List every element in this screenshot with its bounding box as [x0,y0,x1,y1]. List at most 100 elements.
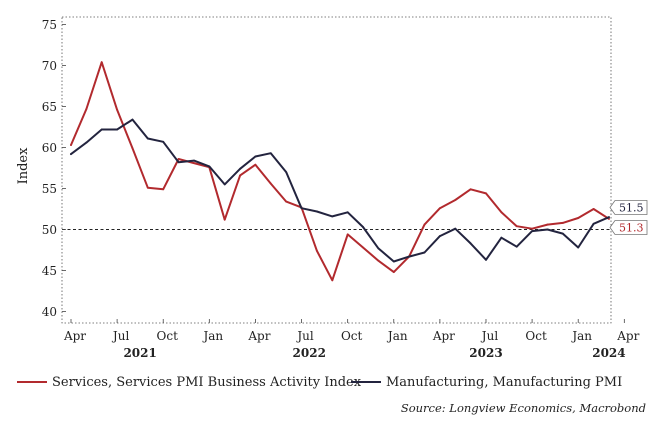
series-point [500,236,503,239]
series-point [392,260,395,263]
series-point [285,200,288,203]
series-point [131,147,134,150]
series-point [193,162,195,164]
x-tick-label: Jan [570,329,592,343]
series-point [146,137,149,140]
series-point [454,199,457,201]
series-point [269,152,272,155]
series-point [177,158,180,160]
y-tick-label: 70 [42,59,57,73]
y-tick-label: 60 [42,141,57,155]
series-point [316,249,318,252]
series-point [485,192,487,195]
series-point [116,128,119,131]
series-point [223,218,226,221]
series-point [254,155,257,158]
y-tick-label: 40 [42,305,57,319]
x-tick-label: Oct [525,329,547,343]
series-point [531,227,533,230]
series-point [546,223,549,226]
y-tick-label: 75 [42,18,57,32]
series-point [423,223,426,226]
series-point [208,165,211,168]
series-point [85,108,88,110]
series-point [531,230,533,233]
legend-label-manufacturing: Manufacturing, Manufacturing PMI [386,375,622,390]
series-point [239,174,241,177]
series-point [239,167,241,170]
x-tick-label: Jan [201,329,223,343]
series-point [285,171,288,174]
series-point [608,216,610,219]
series-point [85,141,88,144]
source-note: Source: Longview Economics, Macrobond [401,401,646,415]
x-year-label: 2022 [293,346,326,360]
series-point [331,215,334,218]
series-point [316,210,318,213]
series-point [162,140,165,143]
series-point [546,228,549,231]
x-tick-label: Jul [111,329,130,343]
series-point [561,222,564,224]
y-tick-label: 45 [42,264,57,278]
end-value-tag [609,200,648,215]
x-year-label: 2021 [123,346,156,360]
series-point [592,222,595,225]
series-point [377,259,380,262]
series-point [162,188,165,191]
series-point [561,232,564,235]
x-year-label: 2024 [592,346,625,360]
series-point [454,227,457,230]
plot-frame [61,16,612,324]
series-point [392,271,395,274]
series-line-services [70,61,610,282]
series-point [485,258,487,261]
x-tick-label: Apr [63,329,86,343]
series-point [254,163,257,166]
series-point [408,255,411,258]
x-tick-label: Jan [386,329,408,343]
series-point [131,118,134,121]
series-point [592,208,595,210]
series-point [377,247,380,250]
series-point [423,251,426,254]
x-tick-label: Jul [480,329,499,343]
series-point [146,186,149,189]
end-value-label: 51.3 [619,222,644,235]
x-tick-label: Apr [616,329,639,343]
end-value-label: 51.5 [619,202,644,215]
series-point [223,183,226,186]
x-tick-label: Apr [432,329,455,343]
series-point [438,207,441,210]
series-point [100,128,103,131]
x-year-label: 2023 [469,346,502,360]
series-point [469,242,472,245]
series-point [346,211,349,214]
series-point [300,207,303,210]
series-point [577,217,580,219]
series-point [469,188,472,191]
x-tick-label: Oct [341,329,363,343]
series-point [362,226,364,228]
y-tick-label: 50 [42,223,57,237]
y-tick-label: 65 [42,100,57,114]
series-point [177,161,180,164]
series-point [500,211,503,214]
x-tick-label: Jul [295,329,314,343]
end-value-tag [609,220,648,235]
series-point [331,279,334,282]
legend-label-services: Services, Services PMI Business Activity… [52,375,362,390]
series-point [70,144,72,146]
series-point [438,235,441,237]
series-point [362,246,364,249]
x-tick-label: Apr [247,329,270,343]
y-axis-label: Index [16,147,31,185]
series-point [515,225,518,228]
series-point [70,153,72,155]
series-point [193,159,195,162]
y-tick-label: 55 [42,182,57,196]
x-tick-label: Oct [157,329,179,343]
series-point [116,108,119,111]
series-point [515,245,518,248]
